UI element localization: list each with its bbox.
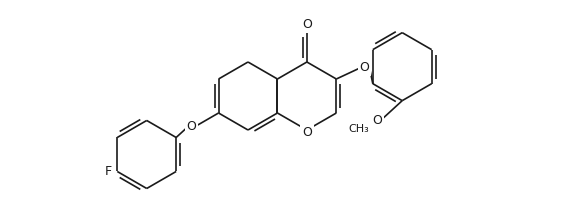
Text: F: F bbox=[105, 165, 112, 178]
Text: CH₃: CH₃ bbox=[348, 124, 369, 134]
Text: O: O bbox=[302, 126, 312, 138]
Text: O: O bbox=[372, 114, 382, 127]
Text: O: O bbox=[186, 120, 196, 133]
Text: O: O bbox=[302, 18, 312, 31]
Text: O: O bbox=[359, 61, 370, 74]
